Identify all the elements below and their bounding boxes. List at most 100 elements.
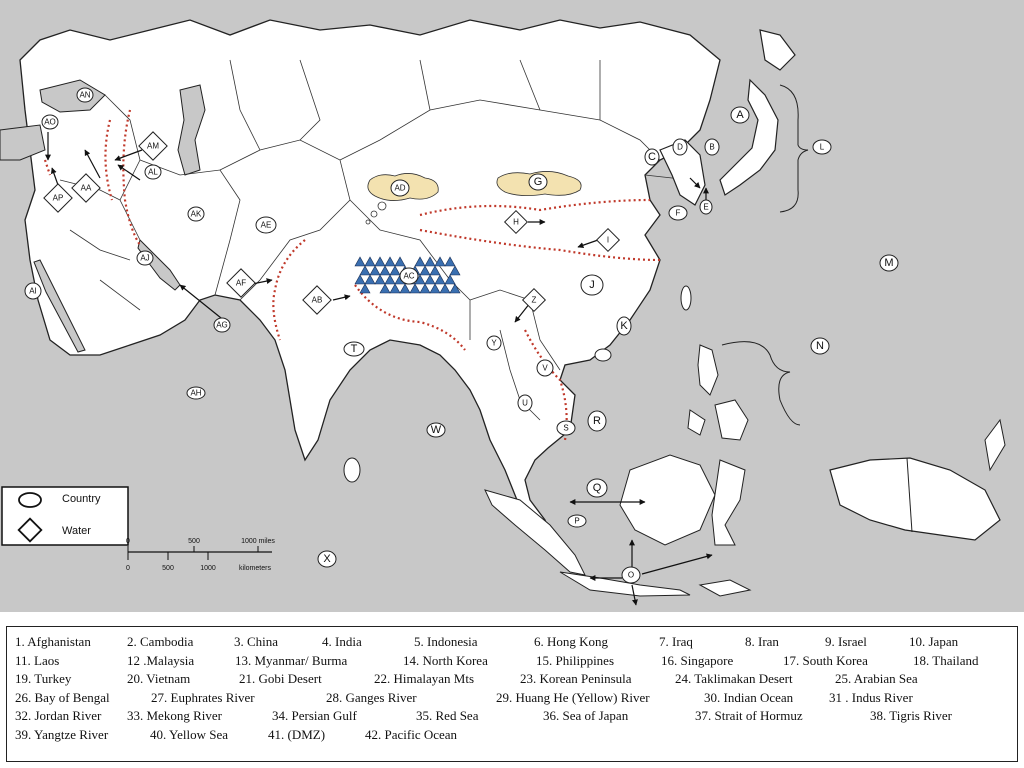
- mountain-triangle: [424, 256, 436, 267]
- mountain-triangle: [449, 265, 461, 276]
- country-marker-n: N: [810, 337, 830, 355]
- word-bank-item: 33. Mekong River: [127, 708, 222, 724]
- sri-lanka-island: [343, 457, 361, 483]
- word-bank-item: 8. Iran: [745, 634, 779, 649]
- country-marker-q: Q: [586, 478, 608, 498]
- word-bank-item: 26. Bay of Bengal: [15, 689, 110, 705]
- word-bank-row: 11. Laos 12 .Malaysia 13. Myanmar/ Burma 14…: [15, 652, 1013, 671]
- word-bank-item: 13. Myanmar/ Burma: [235, 652, 348, 668]
- country-marker-p: P: [567, 514, 587, 528]
- mountain-triangle: [364, 274, 376, 285]
- word-bank-item: 38. Tigris River: [870, 708, 952, 724]
- country-label-o: O: [628, 571, 634, 580]
- mountain-triangle: [379, 265, 391, 276]
- country-marker-k: K: [616, 316, 632, 336]
- word-bank-item: 42. Pacific Ocean: [365, 726, 458, 742]
- mountain-triangle: [434, 256, 446, 267]
- water-label-g: G: [534, 176, 543, 188]
- country-marker-c: C: [644, 148, 660, 166]
- word-bank-item: 21. Gobi Desert: [239, 671, 322, 687]
- country-marker-ac: AC: [399, 267, 419, 285]
- mountain-triangle: [364, 256, 376, 267]
- country-label-aj: AJ: [140, 254, 149, 263]
- water-markers: G H I Z: [503, 173, 621, 313]
- asia-map: AN AO AM AL AA AP AK AE AD AC AF AB AJ AI AG AH T Y V U S R W Q…: [0, 0, 1024, 612]
- country-marker-an: AN: [76, 87, 94, 103]
- country-marker-e: E: [699, 199, 713, 215]
- mountain-triangle: [449, 283, 461, 294]
- scale-km-0: 0: [126, 565, 130, 572]
- country-marker-t: T: [343, 341, 365, 357]
- country-label-aa: AA: [81, 184, 92, 193]
- word-bank-item: 10. Japan: [909, 634, 959, 649]
- country-marker-j: J: [580, 274, 604, 296]
- mountain-triangle: [374, 274, 386, 285]
- word-bank-item: 2. Cambodia: [127, 634, 194, 649]
- word-bank-item: 41. (DMZ): [268, 726, 326, 742]
- word-bank-item: 25. Arabian Sea: [835, 671, 918, 687]
- word-bank-item: 14. North Korea: [403, 652, 488, 668]
- country-marker-ag: AG: [213, 317, 231, 333]
- country-label-f: F: [676, 209, 681, 218]
- country-marker-ap: AP: [43, 183, 73, 213]
- word-bank-item: 34. Persian Gulf: [272, 708, 357, 724]
- mountain-triangle: [434, 274, 446, 285]
- water-marker-z: Z: [521, 287, 547, 313]
- scale-km-500: 500: [162, 565, 174, 572]
- mountain-triangle: [384, 274, 396, 285]
- country-label-ab: AB: [312, 296, 323, 305]
- country-label-ag: AG: [216, 321, 228, 330]
- word-bank-item: 6. Hong Kong: [534, 634, 609, 649]
- word-bank-item: 35. Red Sea: [416, 708, 479, 724]
- country-marker-a: A: [730, 106, 750, 124]
- word-bank-item: 7. Iraq: [659, 634, 693, 649]
- word-bank-row: 19. Turkey 20. Vietnam 21. Gobi Desert 22. …: [15, 670, 1013, 689]
- country-marker-al: AL: [144, 164, 162, 180]
- country-borders: [59, 59, 691, 421]
- pacific-island: [984, 418, 1006, 472]
- word-bank-item: 31 . Indus River: [829, 689, 913, 705]
- country-marker-u: U: [517, 394, 533, 412]
- mountain-triangle: [419, 283, 431, 294]
- country-marker-ai: AI: [24, 282, 42, 300]
- word-bank-item: 15. Philippines: [536, 652, 615, 668]
- country-label-d: D: [677, 143, 683, 152]
- word-bank-row: 1. Afghanistan 2. Cambodia 3. China 4. Indi…: [15, 633, 1013, 652]
- country-marker-aa: AA: [71, 173, 101, 203]
- word-bank-item: 5. Indonesia: [414, 634, 478, 649]
- legend-water-symbol: [17, 517, 43, 543]
- word-bank-row: 39. Yangtze River 40. Yellow Sea 41. (DMZ)…: [15, 726, 1013, 745]
- country-marker-d: D: [672, 138, 688, 156]
- japan-bracket: [779, 84, 809, 213]
- scale-miles-500: 500: [188, 538, 200, 545]
- himalayan-mountains: [354, 256, 461, 294]
- word-bank-item: 17. South Korea: [783, 652, 868, 668]
- country-marker-af: AF: [226, 268, 256, 298]
- mediterranean-sea: [0, 124, 46, 161]
- scale-miles-1000: 1000 miles: [241, 538, 275, 545]
- mountain-triangle: [414, 256, 426, 267]
- legend-water-label: Water: [62, 525, 91, 537]
- word-bank-item: 18. Thailand: [913, 652, 979, 668]
- new-guinea-border: [906, 457, 913, 533]
- country-label-k: K: [620, 320, 628, 332]
- country-label-b: B: [709, 143, 714, 152]
- rivers: [43, 109, 661, 441]
- word-bank-row: 32. Jordan River 33. Mekong River 34. Pers…: [15, 707, 1013, 726]
- water-marker-g: G: [528, 173, 548, 191]
- country-marker-r: R: [587, 410, 607, 432]
- country-label-ac: AC: [403, 272, 414, 281]
- country-marker-ab: AB: [302, 285, 332, 315]
- country-marker-y: Y: [486, 335, 502, 351]
- country-label-ah: AH: [190, 389, 201, 398]
- korean-peninsula: [659, 139, 706, 206]
- country-label-c: C: [648, 151, 656, 163]
- country-label-ao: AO: [44, 118, 56, 127]
- country-label-u: U: [522, 399, 528, 408]
- japan-islands: [719, 78, 779, 196]
- word-bank-item: 40. Yellow Sea: [150, 726, 229, 742]
- word-bank-item: 9. Israel: [825, 634, 867, 649]
- country-marker-aj: AJ: [136, 250, 154, 266]
